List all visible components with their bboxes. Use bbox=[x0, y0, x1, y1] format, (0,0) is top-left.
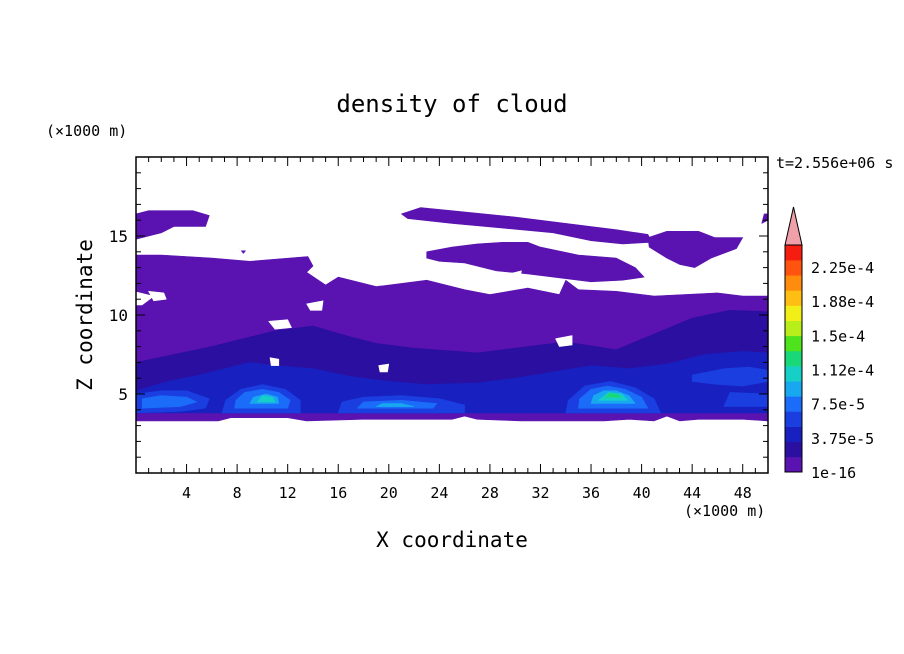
contour-region bbox=[239, 242, 248, 251]
x-tick-label: 48 bbox=[734, 484, 752, 502]
y-axis-label: Z coordinate bbox=[73, 239, 97, 391]
contour-region bbox=[378, 363, 390, 373]
contour-region bbox=[148, 290, 167, 302]
x-tick-label: 16 bbox=[329, 484, 347, 502]
x-tick-label: 36 bbox=[582, 484, 600, 502]
colorbar-segment bbox=[785, 381, 802, 397]
colorbar-label: 3.75e-5 bbox=[811, 430, 874, 448]
y-tick-label: 5 bbox=[118, 385, 128, 404]
x-tick-label: 8 bbox=[233, 484, 242, 502]
contour-region bbox=[142, 395, 197, 409]
contour-region bbox=[647, 231, 744, 268]
contour-region bbox=[268, 319, 292, 330]
colorbar-segment bbox=[785, 275, 802, 291]
colorbar-segment bbox=[785, 260, 802, 276]
y-tick-label: 15 bbox=[109, 227, 128, 246]
contour-region bbox=[426, 242, 645, 283]
colorbar-segment bbox=[785, 320, 802, 337]
x-axis-label: X coordinate bbox=[376, 528, 528, 552]
colorbar-segment bbox=[785, 456, 802, 473]
colorbar-segment bbox=[785, 441, 802, 458]
x-tick-label: 20 bbox=[380, 484, 398, 502]
colorbar-label: 1e-16 bbox=[811, 464, 856, 482]
x-unit-label: (×1000 m) bbox=[684, 502, 765, 520]
x-tick-label: 32 bbox=[531, 484, 549, 502]
x-tick-label: 40 bbox=[633, 484, 651, 502]
colorbar-label: 1.88e-4 bbox=[811, 293, 874, 311]
time-label: t=2.556e+06 s bbox=[776, 154, 893, 172]
contour-region bbox=[761, 213, 768, 224]
contour-region bbox=[555, 335, 573, 347]
colorbar-segment bbox=[785, 366, 802, 382]
x-tick-label: 12 bbox=[279, 484, 297, 502]
contour-region bbox=[375, 403, 415, 407]
contour-region bbox=[136, 210, 210, 240]
colorbar-frame bbox=[784, 244, 803, 473]
contour-region bbox=[691, 366, 768, 387]
contour-region bbox=[306, 300, 324, 311]
colorbar-label: 1.12e-4 bbox=[811, 362, 874, 380]
x-tick-label: 24 bbox=[430, 484, 448, 502]
colorbar-segment bbox=[785, 335, 802, 352]
colorbar-segment bbox=[785, 305, 802, 321]
x-tick-label: 28 bbox=[481, 484, 499, 502]
colorbar-label: 2.25e-4 bbox=[811, 259, 874, 277]
contour-region bbox=[256, 395, 276, 403]
contour-region bbox=[495, 270, 522, 284]
x-axis-ticks: 4 8 12 16 20 24 28 32 36 40 44 48 bbox=[148, 157, 756, 502]
colorbar-segment bbox=[785, 245, 802, 261]
colorbar-segment bbox=[785, 426, 802, 443]
contour-region bbox=[723, 392, 768, 407]
colorbar-label: 7.5e-5 bbox=[811, 396, 865, 414]
colorbar: 2.25e-4 1.88e-4 1.5e-4 1.12e-4 7.5e-5 3.75e-5… bbox=[784, 206, 874, 482]
colorbar-segment bbox=[785, 396, 802, 412]
contour-region bbox=[269, 357, 280, 366]
contour-region bbox=[604, 392, 622, 398]
y-unit-label: (×1000 m) bbox=[46, 122, 127, 140]
x-tick-label: 44 bbox=[683, 484, 701, 502]
x-tick-label: 4 bbox=[182, 484, 191, 502]
y-axis-ticks: 5 10 15 bbox=[109, 172, 768, 458]
colorbar-label: 1.5e-4 bbox=[811, 327, 865, 345]
chart-title: density of cloud bbox=[336, 90, 567, 118]
contour-field bbox=[136, 207, 768, 422]
y-tick-label: 10 bbox=[109, 306, 128, 325]
colorbar-segment bbox=[785, 350, 802, 367]
colorbar-segment bbox=[785, 290, 802, 306]
colorbar-segment bbox=[785, 411, 802, 427]
